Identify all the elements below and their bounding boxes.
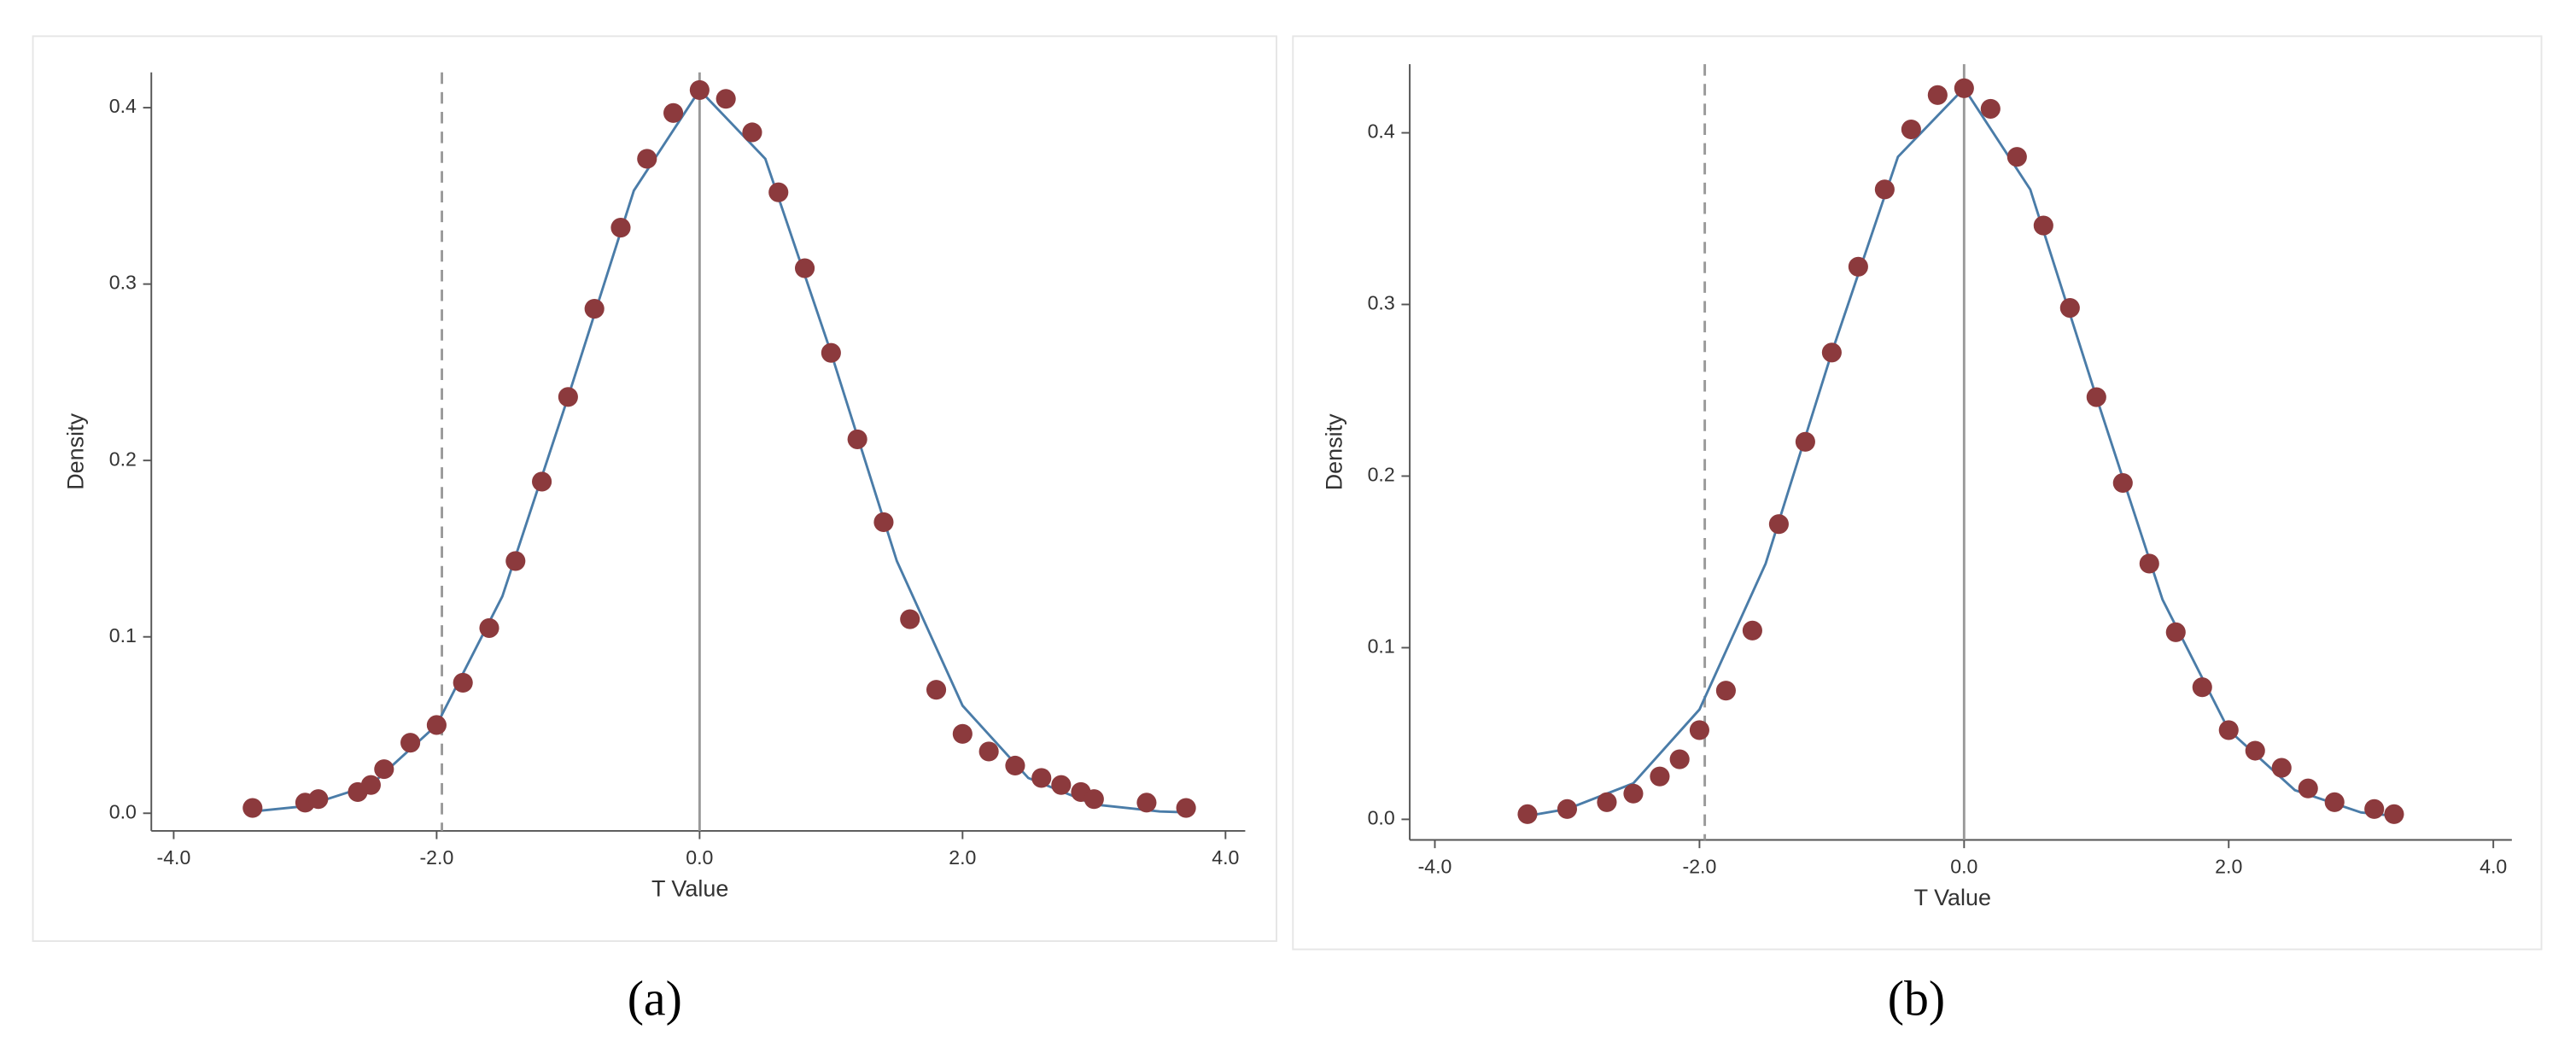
x-axis-label: T Value <box>651 875 728 901</box>
panel-frame <box>32 35 1277 942</box>
density-point <box>2271 758 2292 778</box>
density-point <box>1848 256 1868 277</box>
y-tick-label: 0.3 <box>1368 292 1395 314</box>
x-tick-label: -2.0 <box>419 846 453 869</box>
density-point <box>1927 85 1948 105</box>
density-point <box>1136 793 1157 813</box>
density-point <box>360 775 381 795</box>
panel-label: (a) <box>628 971 682 1026</box>
density-point <box>1557 799 1578 819</box>
y-tick-label: 0.1 <box>1368 635 1395 658</box>
density-point <box>2059 297 2080 319</box>
density-point <box>1768 514 1789 535</box>
x-tick-label: 4.0 <box>2480 855 2507 877</box>
density-point <box>2006 147 2027 167</box>
fit-curve <box>1527 85 2395 817</box>
density-point <box>2384 804 2404 824</box>
density-point <box>689 79 710 100</box>
panel-label: (b) <box>1888 971 1945 1026</box>
density-point <box>532 471 552 492</box>
density-point <box>610 217 631 238</box>
density-point <box>2033 215 2053 236</box>
y-tick-label: 0.4 <box>1368 120 1395 143</box>
density-point <box>637 149 657 169</box>
density-point <box>821 342 841 363</box>
panel-frame <box>1292 35 2543 951</box>
density-point <box>663 102 684 123</box>
density-point <box>1051 775 1072 795</box>
density-point <box>2364 799 2385 819</box>
density-point <box>978 741 999 762</box>
density-point <box>584 298 605 319</box>
density-point <box>742 122 762 143</box>
density-point <box>1669 749 1690 769</box>
density-point <box>308 789 329 810</box>
density-point <box>453 672 473 693</box>
x-tick-label: 2.0 <box>949 846 976 869</box>
density-point <box>1031 768 1052 788</box>
density-point <box>1597 792 1617 812</box>
density-point <box>2324 792 2345 812</box>
density-point <box>926 680 947 700</box>
fit-curve <box>252 88 1187 814</box>
density-point <box>1795 431 1815 452</box>
y-tick-label: 0.1 <box>109 624 137 646</box>
density-point <box>426 715 447 735</box>
density-point <box>1623 783 1644 804</box>
density-point <box>374 759 394 780</box>
density-point <box>2139 553 2159 574</box>
density-point <box>873 512 894 533</box>
density-point <box>1901 119 1921 140</box>
density-point <box>2165 622 2186 642</box>
y-tick-label: 0.2 <box>109 448 137 470</box>
density-point <box>1715 681 1736 701</box>
density-point <box>1980 98 2001 119</box>
y-tick-label: 0.0 <box>109 800 137 822</box>
density-point <box>479 617 499 638</box>
x-tick-label: 2.0 <box>2215 855 2242 877</box>
x-tick-label: 0.0 <box>686 846 713 869</box>
density-point <box>1176 798 1196 818</box>
density-point <box>400 733 421 753</box>
density-point <box>2112 472 2133 494</box>
y-tick-label: 0.3 <box>109 272 137 294</box>
density-point <box>1954 78 1974 98</box>
density-point <box>1005 755 1025 776</box>
y-tick-label: 0.0 <box>1368 807 1395 829</box>
density-point <box>242 798 263 818</box>
x-axis-label: T Value <box>1914 885 1991 910</box>
density-point <box>1084 789 1104 810</box>
y-axis-label: Density <box>1321 413 1346 490</box>
density-point <box>2192 677 2212 698</box>
x-tick-label: -4.0 <box>1418 855 1452 877</box>
x-tick-label: -4.0 <box>157 846 191 869</box>
density-point <box>952 723 973 744</box>
density-point <box>2298 778 2318 799</box>
density-point <box>847 429 867 449</box>
y-tick-label: 0.2 <box>1368 464 1395 486</box>
density-point <box>2218 720 2239 740</box>
density-point <box>1874 179 1895 200</box>
density-point <box>1742 620 1762 641</box>
y-axis-label: Density <box>63 412 89 489</box>
x-tick-label: 4.0 <box>1212 846 1239 869</box>
density-point <box>900 609 920 629</box>
y-tick-label: 0.4 <box>109 95 137 117</box>
density-point <box>1650 766 1670 787</box>
density-point <box>716 89 736 109</box>
density-point <box>768 182 789 202</box>
density-point <box>1821 342 1842 363</box>
density-point <box>505 551 526 571</box>
density-point <box>1517 804 1538 824</box>
x-tick-label: 0.0 <box>1950 855 1977 877</box>
density-point <box>1689 720 1709 740</box>
density-point <box>558 387 578 407</box>
x-tick-label: -2.0 <box>1683 855 1717 877</box>
density-point <box>2245 740 2265 761</box>
density-point <box>2086 387 2106 407</box>
density-point <box>794 258 815 278</box>
